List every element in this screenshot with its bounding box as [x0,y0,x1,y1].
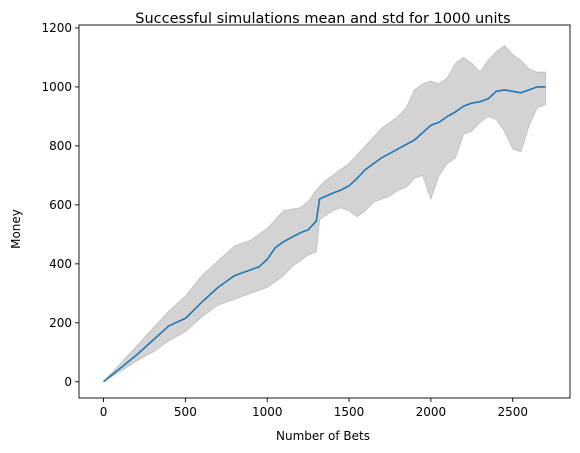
y-tick-label: 400 [49,257,72,271]
y-tick-label: 800 [49,139,72,153]
y-tick-label: 0 [64,375,72,389]
y-tick-label: 200 [49,316,72,330]
plot-area [102,45,546,383]
y-axis-label: Money [9,209,23,249]
x-tick-label: 2000 [416,405,447,419]
mean-line [102,86,546,383]
x-axis-label: Number of Bets [276,429,370,443]
y-tick-label: 1200 [41,21,72,35]
x-tick-label: 0 [100,405,108,419]
y-tick-label: 1000 [41,80,72,94]
x-tick-label: 500 [174,405,197,419]
x-tick-label: 2500 [497,405,528,419]
axes-frame [78,24,571,399]
chart-title: Successful simulations mean and std for … [135,11,510,27]
x-tick-label: 1500 [334,405,365,419]
y-tick-label: 600 [49,198,72,212]
x-tick-label: 1000 [252,405,283,419]
std-band [103,45,546,383]
